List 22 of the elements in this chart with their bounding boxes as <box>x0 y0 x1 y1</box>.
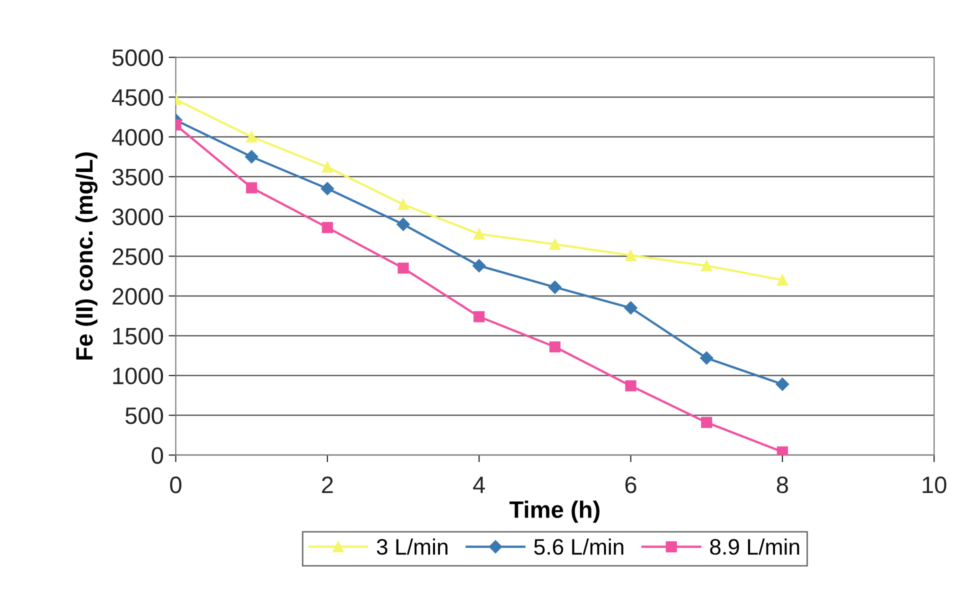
x-tick-label: 4 <box>473 476 485 494</box>
y-tick-label: 2000 <box>112 288 164 305</box>
legend-label: 5.6 L/min <box>534 538 624 555</box>
y-tick-label: 4000 <box>112 128 164 146</box>
x-tick-label: 2 <box>322 476 333 494</box>
x-tick-label: 10 <box>922 476 946 494</box>
x-axis-title: Time (h) <box>509 500 600 523</box>
x-tick-label: 8 <box>776 476 788 494</box>
y-tick-label: 1500 <box>113 328 164 345</box>
y-axis-title: Fe (II) conc. (mg/L) <box>75 152 98 360</box>
y-tick-label: 3000 <box>112 208 164 226</box>
legend-label: 3 L/min <box>376 538 448 555</box>
x-tick-label: 6 <box>625 476 636 494</box>
y-tick-label: 3500 <box>112 168 164 186</box>
y-tick-label: 5000 <box>112 49 164 66</box>
legend-label: 8.9 L/min <box>710 538 800 555</box>
y-tick-label: 4500 <box>112 89 164 106</box>
y-tick-label: 2500 <box>112 248 164 265</box>
x-tick-label: 0 <box>170 476 182 494</box>
y-tick-label: 1000 <box>113 368 164 384</box>
y-tick-label: 500 <box>126 407 164 424</box>
y-tick-label: 0 <box>152 447 164 464</box>
